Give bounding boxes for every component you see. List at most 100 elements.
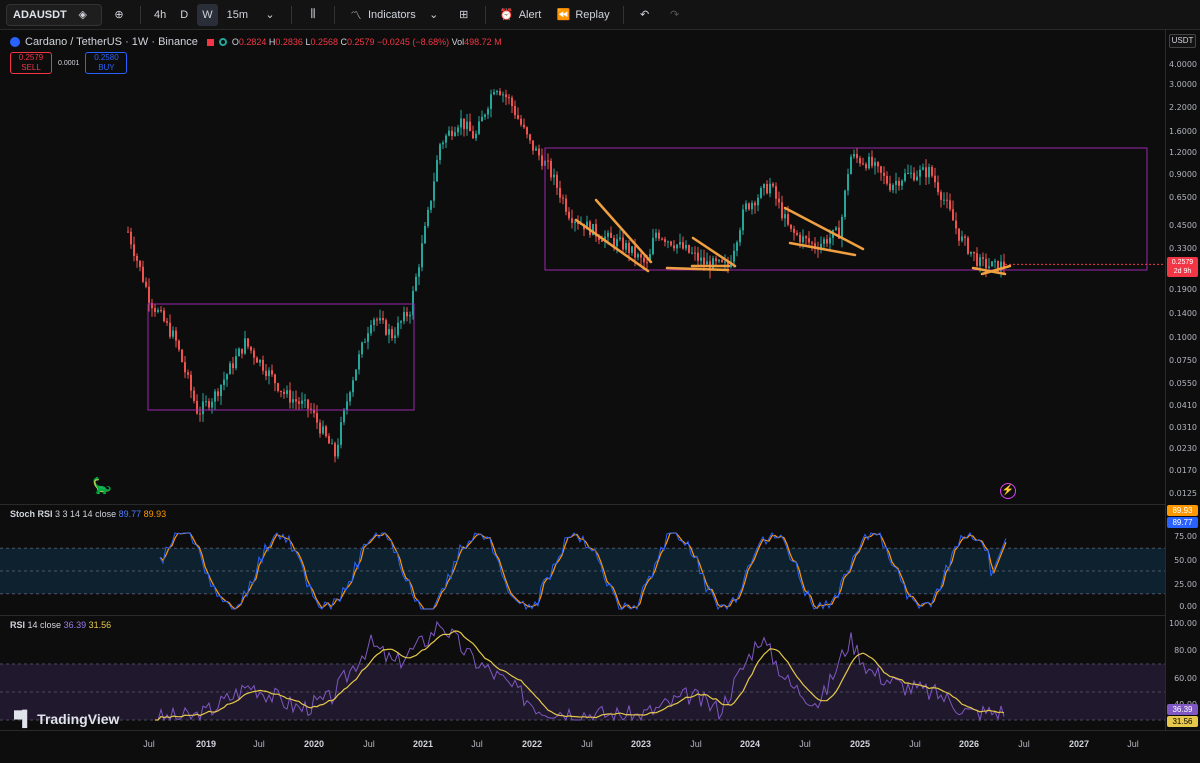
price-chart[interactable] xyxy=(0,30,1165,503)
candle-body xyxy=(598,236,600,240)
stoch-rsi-title: Stoch RSI xyxy=(10,509,53,519)
candle-body xyxy=(700,257,702,261)
candle-body xyxy=(391,329,393,338)
candle-body xyxy=(637,254,639,258)
candle-body xyxy=(538,148,540,156)
candle-body xyxy=(565,198,567,212)
replay-button[interactable]: ⏪ Replay xyxy=(550,4,614,26)
separator xyxy=(140,5,141,24)
candle-body xyxy=(844,190,846,217)
candle-body xyxy=(469,121,471,132)
candle-body xyxy=(259,359,261,363)
candle-body xyxy=(775,186,777,199)
interval-15m[interactable]: 15m xyxy=(222,4,253,26)
interval-d[interactable]: D xyxy=(175,4,193,26)
lightning-icon[interactable]: ⚡ xyxy=(1000,483,1016,499)
rsi-pane[interactable]: RSI 14 close 36.39 31.56 xyxy=(0,615,1165,730)
candle-body xyxy=(691,252,693,254)
candle-body xyxy=(535,148,537,151)
interval-dropdown[interactable]: ⌄ xyxy=(257,4,283,26)
stoch-rsi-chart[interactable] xyxy=(0,505,1165,615)
separator xyxy=(291,5,292,24)
candle-body xyxy=(658,232,660,239)
candle-body xyxy=(130,231,132,245)
compare-add-button[interactable]: ⊕ xyxy=(106,4,132,26)
candle-body xyxy=(649,254,651,263)
candle-body xyxy=(754,202,756,206)
close-label: C xyxy=(340,37,348,47)
candle-body xyxy=(235,356,237,369)
symbol-search[interactable]: ADAUSDT ◈ xyxy=(6,3,102,26)
candle-body xyxy=(355,369,357,381)
alert-button[interactable]: ⏰ Alert xyxy=(494,4,547,26)
candle-body xyxy=(382,318,384,321)
currency-selector[interactable]: USDT xyxy=(1169,34,1196,48)
candle-body xyxy=(694,252,696,254)
price-axis-label: 0.0550 xyxy=(1169,379,1197,388)
candle-body xyxy=(1000,261,1002,272)
chart-legend: Cardano / TetherUS · 1W · Binance O0.282… xyxy=(10,36,502,48)
time-axis[interactable]: Jul 2019 Jul 2020 Jul 2021 Jul 2022 Jul 2023 Jul 20… xyxy=(0,730,1200,763)
separator xyxy=(334,5,335,24)
main-chart-pane[interactable]: Cardano / TetherUS · 1W · Binance O0.282… xyxy=(0,30,1165,503)
stoch-axis-label: 75.00 xyxy=(1174,532,1197,541)
candle-body xyxy=(613,237,615,247)
price-axis[interactable]: 4.0000 3.0000 2.2000 1.6000 1.2000 0.9000 0.65… xyxy=(1165,30,1200,730)
price-axis-label: 3.0000 xyxy=(1169,80,1197,89)
candle-body xyxy=(442,142,444,145)
candle-body xyxy=(310,408,312,411)
candle-body xyxy=(460,118,462,128)
candle-body xyxy=(610,232,612,238)
candle-body xyxy=(934,175,936,183)
candle-body xyxy=(211,401,213,408)
interval-4h[interactable]: 4h xyxy=(149,4,171,26)
candle-body xyxy=(508,97,510,99)
undo-button[interactable]: ↶ xyxy=(632,4,658,26)
candle-body xyxy=(136,255,138,261)
candle-body xyxy=(133,244,135,256)
interval-w[interactable]: W xyxy=(197,3,218,26)
candle-body xyxy=(265,370,267,377)
stoch-d-tag: 89.93 xyxy=(1167,505,1198,516)
tradingview-logo[interactable]: ▀▍ TradingView xyxy=(14,710,119,728)
candle-body xyxy=(343,409,345,423)
candle-body xyxy=(349,392,351,402)
candle-body xyxy=(748,203,750,210)
candle-body xyxy=(280,390,282,392)
candle-body xyxy=(268,370,270,377)
candle-body xyxy=(481,116,483,122)
open-label: O xyxy=(231,37,239,47)
candle-body xyxy=(640,254,642,258)
buy-button[interactable]: 0.2580 BUY xyxy=(85,52,128,74)
diamond-icon[interactable]: ◈ xyxy=(78,9,88,21)
candle-body xyxy=(634,246,636,258)
chart-type-button[interactable]: ⫼ xyxy=(300,4,326,26)
candle-body xyxy=(448,130,450,136)
stoch-axis-label: 0.00 xyxy=(1179,602,1197,611)
candle-body xyxy=(949,200,951,210)
price-axis-label: 2.2000 xyxy=(1169,103,1197,112)
redo-button[interactable]: ↷ xyxy=(662,4,688,26)
candle-body xyxy=(688,245,690,253)
candle-body xyxy=(127,231,129,233)
sell-button[interactable]: 0.2579 SELL xyxy=(10,52,52,74)
stoch-rsi-pane[interactable]: Stoch RSI 3 3 14 14 close 89.77 89.93 xyxy=(0,504,1165,614)
chevron-down-icon: ⌄ xyxy=(429,9,439,21)
candle-body xyxy=(895,180,897,185)
rsi-chart[interactable] xyxy=(0,616,1165,731)
candle-body xyxy=(712,258,714,270)
layouts-button[interactable]: ⊞ xyxy=(451,4,477,26)
candle-body xyxy=(802,236,804,243)
rsi-title: RSI xyxy=(10,620,26,630)
time-axis-label: Jul xyxy=(253,739,265,749)
candle-body xyxy=(937,182,939,193)
candle-body xyxy=(487,108,489,115)
market-status-icon xyxy=(218,38,227,46)
candle-body xyxy=(643,257,645,263)
candle-body xyxy=(409,314,411,317)
candle-body xyxy=(862,163,864,165)
alert-label: Alert xyxy=(518,8,542,21)
time-axis-label: 2022 xyxy=(521,739,543,749)
indicators-button[interactable]: 〽 Indicators ⌄ xyxy=(343,4,447,26)
dino-icon[interactable]: 🦕 xyxy=(92,478,112,495)
